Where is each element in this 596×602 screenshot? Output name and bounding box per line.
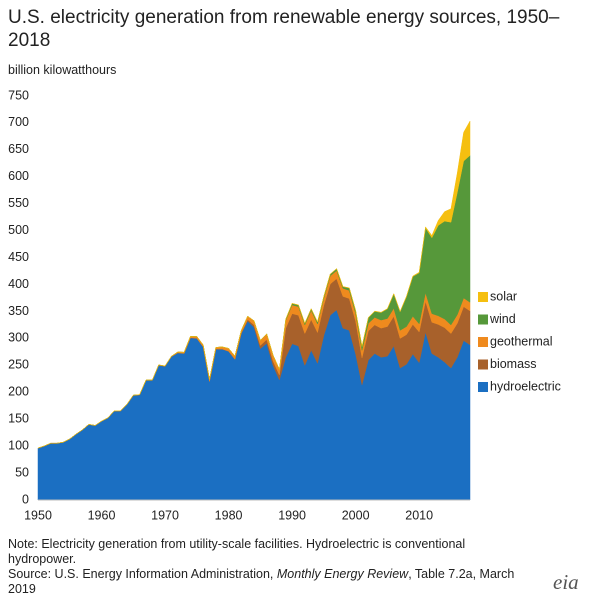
chart-title: U.S. electricity generation from renewab… [8, 7, 560, 51]
y-tick-label: 100 [8, 438, 29, 452]
y-tick-label: 300 [8, 331, 29, 345]
y-tick-label: 0 [22, 492, 29, 506]
y-tick-label: 350 [8, 304, 29, 318]
y-tick-label: 600 [8, 169, 29, 183]
notes: Note: Electricity generation from utilit… [8, 537, 528, 597]
legend-swatch [478, 337, 488, 347]
y-tick-label: 250 [8, 358, 29, 372]
y-tick-label: 500 [8, 223, 29, 237]
legend-label: biomass [490, 357, 537, 371]
legend-swatch [478, 382, 488, 392]
x-tick-label: 2000 [342, 508, 370, 522]
area [37, 120, 471, 449]
x-tick-label: 1990 [278, 508, 306, 522]
y-tick-label: 50 [15, 465, 29, 479]
source-italic: Monthly Energy Review [276, 567, 409, 581]
x-tick-label: 2010 [405, 508, 433, 522]
y-tick-label: 650 [8, 142, 29, 156]
legend-label: solar [490, 289, 517, 303]
source-text: Source: U.S. Energy Information Administ… [8, 567, 277, 581]
chart: 0 50 100 150 200 250 300 350 400 450 500 550 600 650 7… [8, 88, 561, 522]
x-tick-label: 1950 [24, 508, 52, 522]
y-tick-label: 450 [8, 250, 29, 264]
legend-label: hydroelectric [490, 379, 561, 393]
y-tick-label: 700 [8, 115, 29, 129]
legend-swatch [478, 359, 488, 370]
y-tick-label: 150 [8, 411, 29, 425]
legend-label: geothermal [490, 334, 553, 348]
legend-swatch [478, 292, 488, 302]
y-tick-label: 400 [8, 277, 29, 291]
logo: eia [553, 570, 579, 594]
y-axis-label: billion kilowatthours [8, 63, 117, 77]
legend-swatch [478, 314, 488, 325]
source: Source: U.S. Energy Information Administ… [8, 567, 528, 597]
legend-label: wind [489, 312, 516, 326]
y-tick-label: 550 [8, 196, 29, 210]
x-tick-label: 1980 [215, 508, 243, 522]
note: Note: Electricity generation from utilit… [8, 537, 466, 566]
x-tick-label: 1960 [88, 508, 116, 522]
y-tick-label: 750 [8, 88, 29, 102]
source-text: , Table 7.2a, March 2019 [8, 567, 515, 596]
y-tick-label: 200 [8, 385, 29, 399]
x-tick-label: 1970 [151, 508, 179, 522]
